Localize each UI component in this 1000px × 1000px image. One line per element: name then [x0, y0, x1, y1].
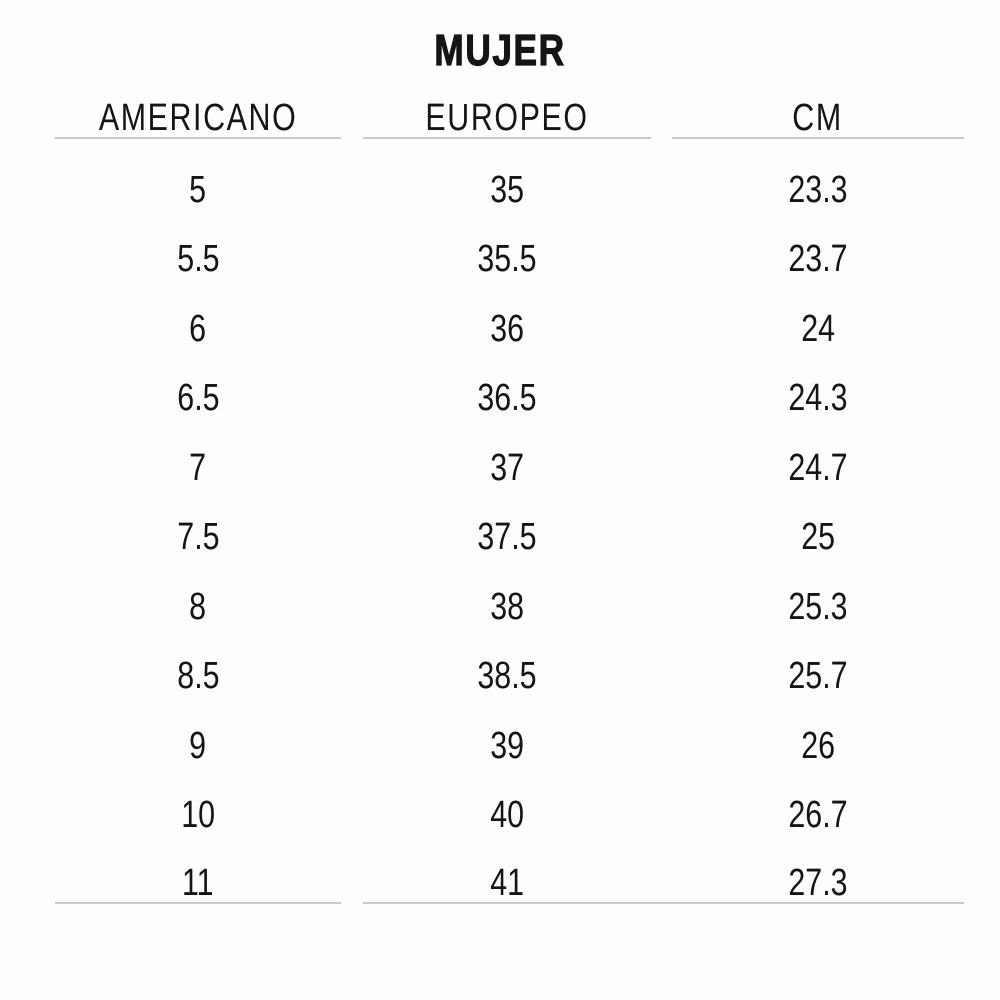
cell-americano: 7	[189, 446, 207, 489]
cell-americano: 11	[55, 834, 341, 904]
column-gap	[651, 765, 672, 835]
cell-americano: 7.5	[176, 516, 220, 558]
column-gap	[341, 765, 363, 835]
cell-europeo: 41	[363, 834, 651, 904]
column-gap	[651, 834, 672, 904]
cell-cm: 25.7	[788, 655, 848, 697]
table-row: 8.5 38.5 25.7	[55, 626, 964, 697]
cell-cm: 25.3	[788, 585, 848, 628]
table-row: 6 36 24	[55, 278, 964, 348]
cell-europeo: 39	[490, 724, 524, 767]
cell-americano: 5.5	[176, 238, 220, 280]
page-title: MUJER	[0, 26, 1000, 75]
cell-europeo: 40	[490, 794, 524, 836]
cell-cm: 24	[801, 307, 835, 350]
cell-cm: 23.7	[788, 238, 848, 280]
size-conversion-table: AMERICANO EUROPEO CM 5 35 23.3 5.5 35.5 …	[55, 89, 964, 904]
cell-cm: 24.7	[788, 446, 848, 489]
cell-cm: 26.7	[788, 794, 848, 836]
column-gap	[651, 626, 672, 696]
column-gap	[341, 556, 363, 626]
column-header-cm: CM	[672, 89, 964, 139]
cell-americano: 10	[181, 794, 215, 836]
column-gap	[341, 626, 363, 696]
table-row: 10 40 26.7	[55, 765, 964, 836]
column-gap	[341, 89, 363, 139]
cell-cm: 24.3	[788, 377, 848, 419]
column-gap	[651, 89, 672, 139]
cell-europeo: 38	[490, 585, 524, 628]
cell-americano: 9	[189, 724, 207, 767]
column-gap	[651, 417, 672, 487]
table-row: 7 37 24.7	[55, 417, 964, 487]
column-gap	[651, 278, 672, 348]
cell-cm: 26	[801, 724, 835, 767]
table-row: 8 38 25.3	[55, 556, 964, 626]
column-gap	[651, 487, 672, 557]
column-gap	[651, 209, 672, 279]
column-gap	[651, 695, 672, 765]
cell-americano: 6.5	[176, 377, 220, 419]
table-row: 6.5 36.5 24.3	[55, 348, 964, 419]
column-gap	[651, 139, 672, 209]
table-row: 5 35 23.3	[55, 139, 964, 209]
cell-cm: 23.3	[788, 168, 848, 211]
cell-europeo: 37.5	[477, 516, 537, 558]
column-gap	[651, 556, 672, 626]
cell-cm: 25	[801, 516, 835, 558]
cell-europeo: 35	[490, 168, 524, 211]
column-gap	[341, 139, 363, 209]
cell-americano: 6	[189, 307, 207, 350]
table-row: 5.5 35.5 23.7	[55, 209, 964, 280]
cell-europeo: 35.5	[477, 238, 537, 280]
column-gap	[341, 209, 363, 279]
column-gap	[341, 695, 363, 765]
cell-europeo: 37	[490, 446, 524, 489]
column-header-americano: AMERICANO	[55, 89, 341, 139]
table-header-row: AMERICANO EUROPEO CM	[55, 89, 964, 139]
page-title-text: MUJER	[434, 26, 566, 75]
column-gap	[341, 278, 363, 348]
table-row: 11 41 27.3	[55, 834, 964, 904]
column-header-europeo: EUROPEO	[363, 89, 651, 139]
cell-cm: 27.3	[672, 834, 964, 904]
column-gap	[341, 417, 363, 487]
column-gap	[651, 348, 672, 418]
table-row: 7.5 37.5 25	[55, 487, 964, 558]
cell-americano: 8	[189, 585, 207, 628]
cell-americano: 5	[189, 168, 207, 211]
cell-europeo: 36.5	[477, 377, 537, 419]
cell-americano: 8.5	[176, 655, 220, 697]
table-row: 9 39 26	[55, 695, 964, 765]
cell-europeo: 38.5	[477, 655, 537, 697]
cell-europeo: 36	[490, 307, 524, 350]
column-gap	[341, 834, 363, 904]
column-gap	[341, 348, 363, 418]
column-gap	[341, 487, 363, 557]
